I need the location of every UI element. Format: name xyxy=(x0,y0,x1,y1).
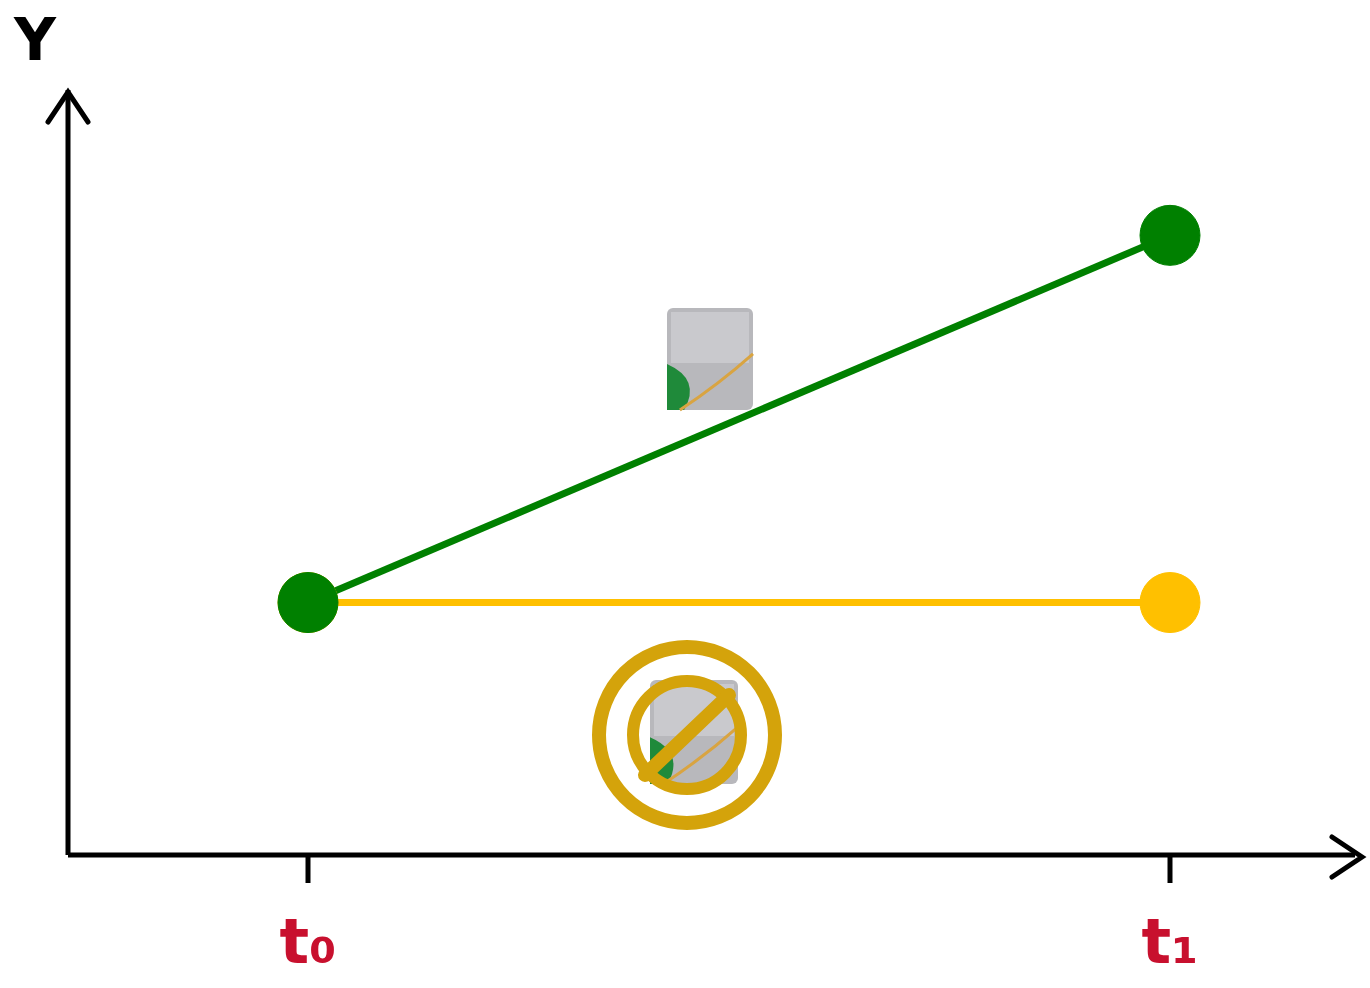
svg-text:t₁: t₁ xyxy=(1142,905,1199,978)
html-text:Y: Y xyxy=(14,6,56,74)
svg-text:t₀: t₀ xyxy=(280,905,337,978)
